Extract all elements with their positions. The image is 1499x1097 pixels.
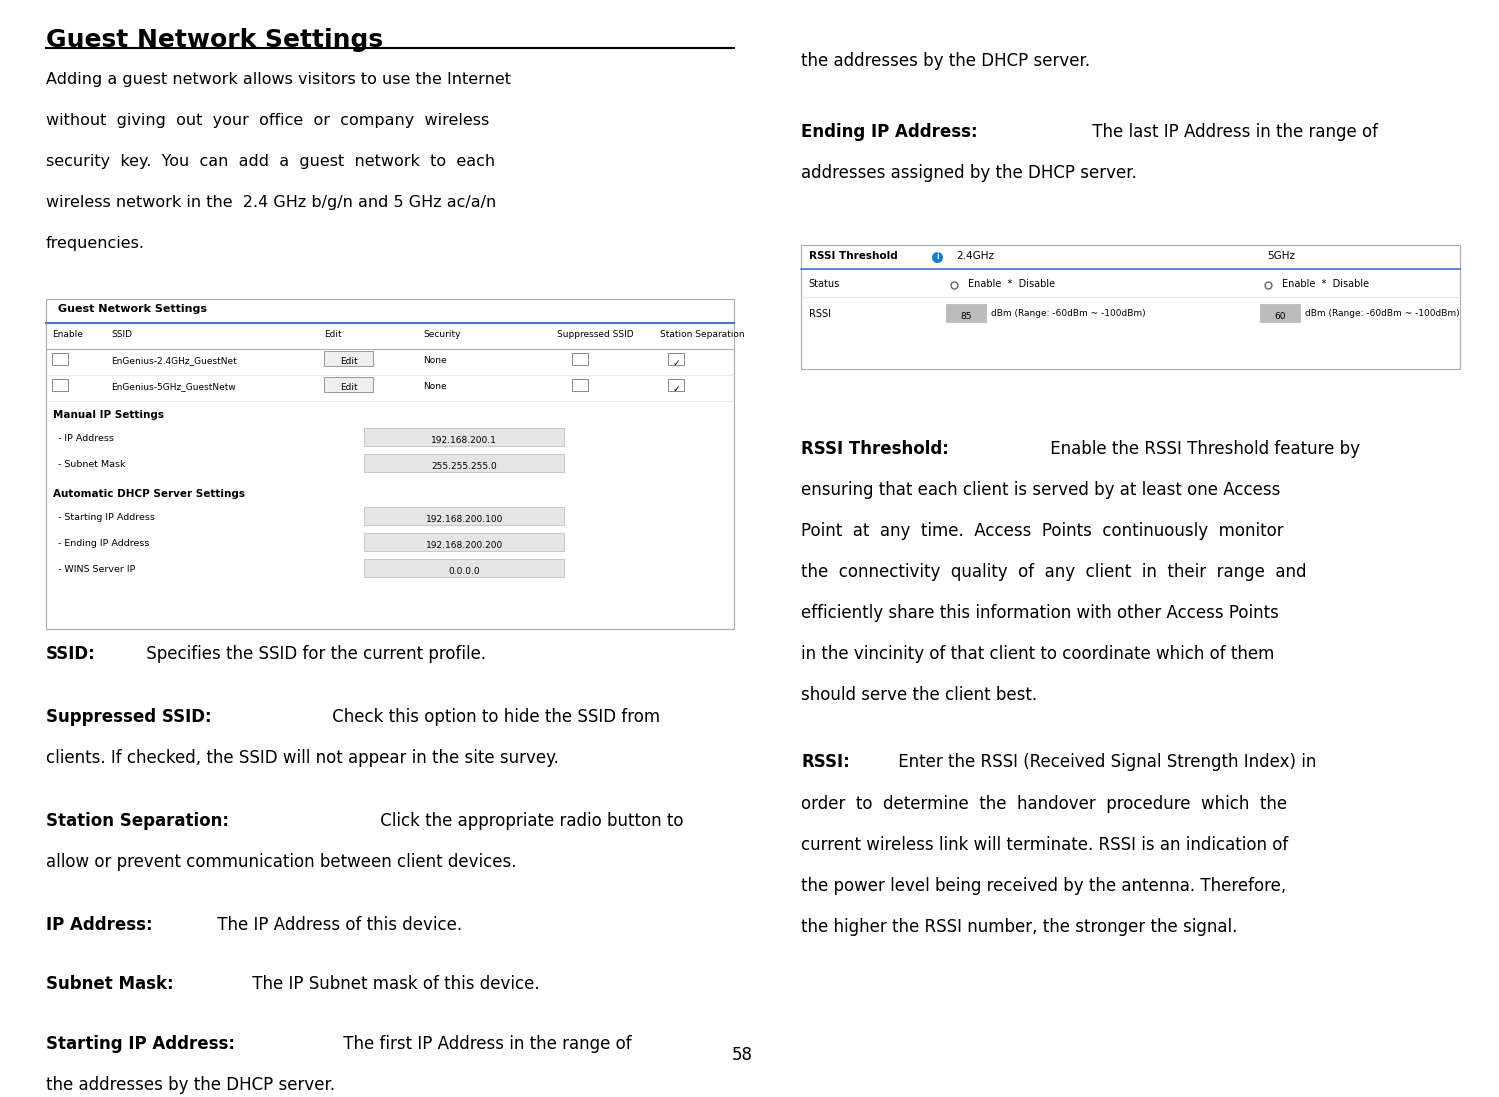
Text: RSSI Threshold:: RSSI Threshold:: [800, 440, 949, 457]
Text: The IP Subnet mask of this device.: The IP Subnet mask of this device.: [247, 975, 540, 993]
FancyBboxPatch shape: [364, 454, 564, 472]
Text: current wireless link will terminate. RSSI is an indication of: current wireless link will terminate. RS…: [800, 836, 1288, 853]
Text: RSSI: RSSI: [808, 308, 830, 319]
Text: addresses assigned by the DHCP server.: addresses assigned by the DHCP server.: [800, 163, 1138, 182]
Text: RSSI Threshold: RSSI Threshold: [808, 251, 898, 261]
Text: Edit: Edit: [340, 383, 357, 393]
FancyBboxPatch shape: [800, 245, 1460, 370]
Text: 192.168.200.100: 192.168.200.100: [426, 516, 502, 524]
Text: Edit: Edit: [324, 330, 342, 339]
Text: The last IP Address in the range of: The last IP Address in the range of: [1087, 123, 1378, 140]
Text: the power level being received by the antenna. Therefore,: the power level being received by the an…: [800, 877, 1286, 895]
Text: the addresses by the DHCP server.: the addresses by the DHCP server.: [800, 53, 1090, 70]
FancyBboxPatch shape: [946, 304, 986, 321]
Text: Specifies the SSID for the current profile.: Specifies the SSID for the current profi…: [141, 645, 486, 664]
Text: Suppressed SSID:: Suppressed SSID:: [46, 708, 211, 726]
Text: 5GHz: 5GHz: [1268, 251, 1295, 261]
Text: None: None: [424, 382, 447, 392]
Text: Starting IP Address:: Starting IP Address:: [46, 1034, 235, 1053]
Text: Suppressed SSID: Suppressed SSID: [556, 330, 634, 339]
Text: Automatic DHCP Server Settings: Automatic DHCP Server Settings: [54, 489, 246, 499]
Text: The first IP Address in the range of: The first IP Address in the range of: [337, 1034, 631, 1053]
Text: frequencies.: frequencies.: [46, 236, 145, 251]
Text: Guest Network Settings: Guest Network Settings: [46, 29, 382, 53]
Text: dBm (Range: -60dBm ~ -100dBm): dBm (Range: -60dBm ~ -100dBm): [991, 308, 1145, 318]
FancyBboxPatch shape: [571, 380, 588, 391]
Text: security  key.  You  can  add  a  guest  network  to  each: security key. You can add a guest networ…: [46, 154, 495, 169]
Text: the addresses by the DHCP server.: the addresses by the DHCP server.: [46, 1076, 334, 1094]
Text: ✓: ✓: [672, 359, 679, 367]
Text: order  to  determine  the  handover  procedure  which  the: order to determine the handover procedur…: [800, 794, 1288, 813]
Text: IP Address:: IP Address:: [46, 916, 153, 934]
FancyBboxPatch shape: [364, 507, 564, 525]
Text: the  connectivity  quality  of  any  client  in  their  range  and: the connectivity quality of any client i…: [800, 563, 1307, 581]
Text: SSID: SSID: [111, 330, 132, 339]
Text: - Starting IP Address: - Starting IP Address: [57, 513, 154, 522]
Text: Point  at  any  time.  Access  Points  continuously  monitor: Point at any time. Access Points continu…: [800, 522, 1283, 540]
Text: 60: 60: [1274, 312, 1286, 321]
Text: The IP Address of this device.: The IP Address of this device.: [211, 916, 462, 934]
Text: Manual IP Settings: Manual IP Settings: [54, 410, 165, 420]
Text: EnGenius-2.4GHz_GuestNet: EnGenius-2.4GHz_GuestNet: [111, 357, 237, 365]
Text: the higher the RSSI number, the stronger the signal.: the higher the RSSI number, the stronger…: [800, 918, 1238, 936]
Text: dBm (Range: -60dBm ~ -100dBm): dBm (Range: -60dBm ~ -100dBm): [1304, 308, 1460, 318]
Text: Click the appropriate radio button to: Click the appropriate radio button to: [375, 812, 684, 830]
Text: SSID:: SSID:: [46, 645, 96, 664]
FancyBboxPatch shape: [324, 377, 373, 392]
Text: allow or prevent communication between client devices.: allow or prevent communication between c…: [46, 853, 516, 871]
FancyBboxPatch shape: [324, 351, 373, 366]
Text: Enable: Enable: [52, 330, 82, 339]
Text: ✓: ✓: [672, 384, 679, 394]
FancyBboxPatch shape: [364, 428, 564, 446]
Text: 0.0.0.0: 0.0.0.0: [448, 567, 480, 576]
Text: 2.4GHz: 2.4GHz: [956, 251, 995, 261]
Text: Check this option to hide the SSID from: Check this option to hide the SSID from: [327, 708, 661, 726]
Text: 192.168.200.1: 192.168.200.1: [432, 437, 498, 445]
Text: - Ending IP Address: - Ending IP Address: [57, 540, 148, 548]
Text: 85: 85: [961, 312, 971, 321]
Text: Station Separation: Station Separation: [661, 330, 745, 339]
Text: ensuring that each client is served by at least one Access: ensuring that each client is served by a…: [800, 480, 1280, 499]
FancyBboxPatch shape: [571, 353, 588, 365]
Text: clients. If checked, the SSID will not appear in the site survey.: clients. If checked, the SSID will not a…: [46, 749, 559, 767]
Text: Status: Status: [808, 280, 839, 290]
Text: Enter the RSSI (Received Signal Strength Index) in: Enter the RSSI (Received Signal Strength…: [893, 754, 1316, 771]
Text: - WINS Server IP: - WINS Server IP: [57, 565, 135, 574]
Text: 255.255.255.0: 255.255.255.0: [432, 462, 498, 472]
Text: efficiently share this information with other Access Points: efficiently share this information with …: [800, 604, 1279, 622]
Text: without  giving  out  your  office  or  company  wireless: without giving out your office or compan…: [46, 113, 489, 128]
Text: Enable the RSSI Threshold feature by: Enable the RSSI Threshold feature by: [1045, 440, 1361, 457]
FancyBboxPatch shape: [1261, 304, 1300, 321]
Text: - Subnet Mask: - Subnet Mask: [57, 461, 126, 470]
Text: Guest Network Settings: Guest Network Settings: [57, 304, 207, 315]
Text: should serve the client best.: should serve the client best.: [800, 687, 1037, 704]
Text: RSSI:: RSSI:: [800, 754, 850, 771]
Text: Edit: Edit: [340, 358, 357, 366]
Text: Ending IP Address:: Ending IP Address:: [800, 123, 977, 140]
Text: EnGenius-5GHz_GuestNetw: EnGenius-5GHz_GuestNetw: [111, 382, 235, 392]
Text: Subnet Mask:: Subnet Mask:: [46, 975, 174, 993]
FancyBboxPatch shape: [52, 353, 67, 365]
FancyBboxPatch shape: [52, 380, 67, 391]
Text: Security: Security: [424, 330, 462, 339]
FancyBboxPatch shape: [669, 353, 684, 365]
Text: None: None: [424, 357, 447, 365]
Text: Station Separation:: Station Separation:: [46, 812, 229, 830]
Text: i: i: [935, 252, 938, 261]
Text: Adding a guest network allows visitors to use the Internet: Adding a guest network allows visitors t…: [46, 71, 511, 87]
Text: wireless network in the  2.4 GHz b/g/n and 5 GHz ac/a/n: wireless network in the 2.4 GHz b/g/n an…: [46, 195, 496, 211]
FancyBboxPatch shape: [364, 558, 564, 577]
FancyBboxPatch shape: [364, 533, 564, 551]
Text: Enable  *  Disable: Enable * Disable: [968, 280, 1055, 290]
FancyBboxPatch shape: [46, 299, 735, 629]
Text: 192.168.200.200: 192.168.200.200: [426, 542, 502, 551]
FancyBboxPatch shape: [669, 380, 684, 391]
Text: - IP Address: - IP Address: [57, 434, 114, 443]
Text: Enable  *  Disable: Enable * Disable: [1283, 280, 1370, 290]
Text: in the vincinity of that client to coordinate which of them: in the vincinity of that client to coord…: [800, 645, 1274, 664]
Text: 58: 58: [732, 1047, 752, 1064]
